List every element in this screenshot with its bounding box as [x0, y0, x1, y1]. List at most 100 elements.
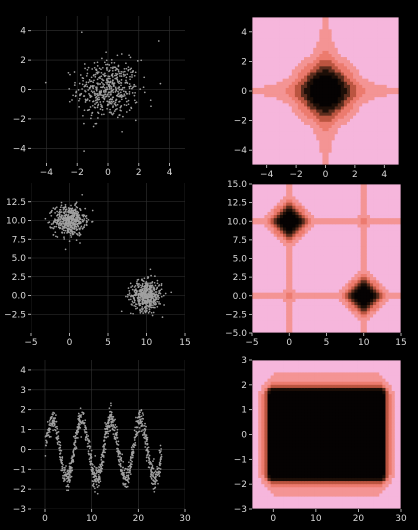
heatmap-cell — [322, 149, 326, 154]
heatmap-cell — [264, 280, 268, 284]
heatmap-cell — [294, 29, 299, 33]
heatmap-cell — [328, 38, 333, 43]
heatmap-cell — [325, 69, 329, 73]
heatmap-cell — [331, 128, 336, 132]
heatmap-cell — [328, 128, 333, 132]
heatmap-cell — [285, 128, 290, 132]
heatmap-cell — [252, 41, 256, 46]
heatmap-cell — [307, 26, 311, 30]
heatmap-cell — [356, 158, 360, 163]
heatmap-cell — [273, 326, 278, 331]
heatmap-cell — [270, 286, 275, 290]
scatter-point — [120, 105, 123, 107]
heatmap-cell — [340, 32, 345, 36]
heatmap-cell — [289, 249, 293, 253]
scatter-point — [117, 87, 119, 89]
heatmap-cell — [270, 261, 275, 266]
heatmap-cell — [295, 202, 299, 207]
heatmap-cell — [368, 109, 372, 113]
heatmap-cell — [316, 17, 320, 21]
heatmap-cell — [261, 252, 265, 256]
scatter-point — [83, 109, 86, 112]
heatmap-cell — [273, 118, 277, 123]
heatmap-cell — [346, 103, 351, 107]
scatter-point — [101, 94, 104, 97]
heatmap-cell — [301, 221, 306, 225]
scatter-point — [114, 103, 117, 106]
heatmap-cell — [307, 184, 312, 188]
scatter-point — [110, 92, 112, 94]
heatmap-cell — [264, 218, 268, 222]
heatmap-cell — [255, 236, 259, 241]
heatmap-cell — [356, 128, 360, 132]
heatmap-cell — [307, 109, 311, 113]
heatmap-cell — [325, 109, 329, 113]
scatter-point — [108, 69, 111, 72]
heatmap-cell — [258, 295, 262, 300]
heatmap-cell — [270, 323, 275, 328]
heatmap-cell — [289, 230, 293, 235]
heatmap-cell — [365, 128, 369, 132]
heatmap-cell — [273, 75, 277, 80]
heatmap-cell — [374, 47, 378, 52]
heatmap-cell — [310, 143, 314, 147]
heatmap-cell — [337, 17, 342, 21]
heatmap-cell — [285, 149, 290, 154]
heatmap-cell — [368, 20, 372, 24]
heatmap-cell — [386, 131, 391, 135]
heatmap-cell — [264, 215, 268, 219]
heatmap-cell — [264, 329, 268, 333]
heatmap-cell — [301, 280, 306, 284]
heatmap-cell — [291, 75, 296, 80]
heatmap-cell — [301, 283, 306, 287]
scatter-point — [119, 94, 121, 97]
heatmap-cell — [267, 323, 272, 328]
x-tick-label: 10 — [141, 338, 153, 348]
heatmap-cell — [353, 128, 357, 132]
heatmap-cell — [307, 308, 312, 312]
scatter-point — [116, 68, 119, 71]
heatmap-cell — [328, 134, 333, 138]
scatter-point — [134, 71, 137, 74]
heatmap-cell — [317, 227, 321, 231]
heatmap-cell — [356, 60, 360, 64]
heatmap-cell — [365, 29, 369, 33]
heatmap-cell — [276, 158, 280, 163]
scatter-point — [92, 81, 95, 84]
scatter-point — [69, 210, 72, 212]
scatter-point — [97, 83, 99, 86]
heatmap-cell — [255, 249, 259, 253]
heatmap-cell — [314, 329, 318, 333]
heatmap-cell — [267, 35, 271, 39]
heatmap-cell — [282, 149, 287, 154]
heatmap-cell — [377, 54, 382, 58]
scatter-point — [124, 74, 127, 76]
heatmap-cell — [313, 143, 317, 147]
heatmap-cell — [286, 227, 290, 231]
heatmap-cell — [279, 124, 284, 129]
heatmap-cell — [316, 84, 320, 89]
heatmap-cell — [340, 41, 345, 46]
scatter-point — [106, 79, 108, 82]
heatmap-cell — [261, 60, 265, 64]
heatmap-cell — [310, 146, 314, 150]
heatmap-cell — [383, 106, 388, 110]
heatmap-cell — [359, 115, 363, 120]
heatmap-cell — [301, 103, 305, 107]
heatmap-cell — [322, 124, 326, 129]
heatmap-cell — [389, 47, 394, 52]
heatmap-cell — [258, 264, 262, 269]
heatmap-cell — [261, 270, 265, 275]
heatmap-cell — [368, 146, 372, 150]
heatmap-cell — [319, 29, 323, 33]
heatmap-cell — [255, 94, 259, 98]
heatmap-cell — [297, 66, 302, 70]
scatter-point — [118, 92, 120, 95]
heatmap-cell — [292, 202, 296, 207]
heatmap-cell — [319, 75, 323, 80]
heatmap-cell — [255, 258, 259, 262]
heatmap-cell — [292, 295, 296, 300]
scatter-point — [60, 201, 63, 204]
heatmap-cell — [301, 84, 305, 89]
heatmap-cell — [261, 158, 265, 163]
